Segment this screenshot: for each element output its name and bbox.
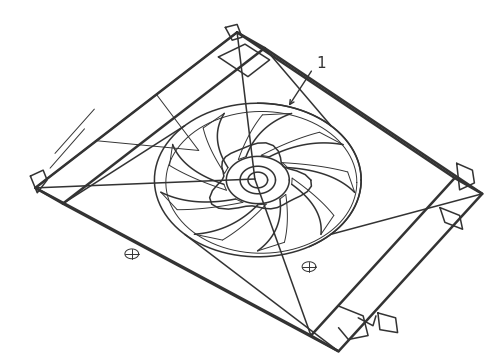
Text: 1: 1 xyxy=(315,56,325,71)
